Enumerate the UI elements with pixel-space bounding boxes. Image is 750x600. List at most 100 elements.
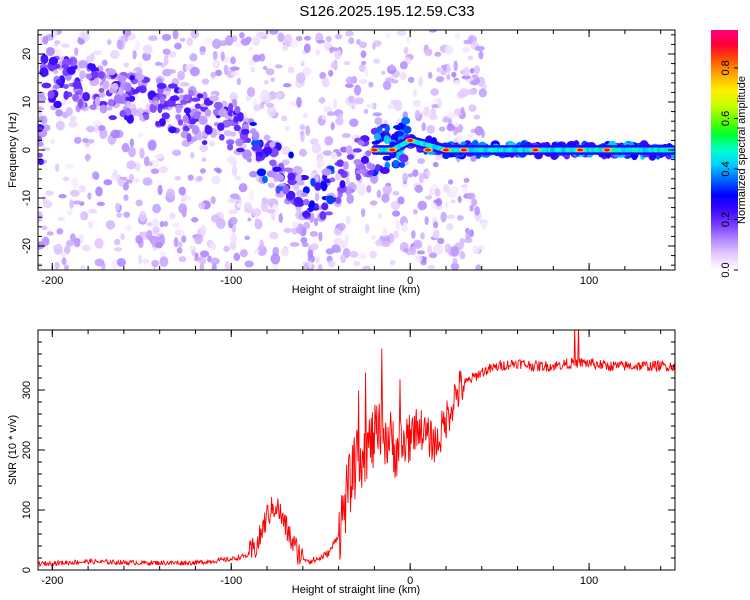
heatmap-cell (478, 50, 484, 60)
heatmap-cell (252, 97, 258, 107)
heatmap-cell (204, 109, 212, 117)
heatmap-cell (278, 213, 283, 224)
heatmap-cell (338, 112, 343, 119)
heatmap-cell (114, 238, 121, 246)
heatmap-cell (68, 120, 78, 128)
heatmap-cell (421, 257, 427, 263)
heatmap-cell (349, 250, 359, 258)
heatmap-cell (457, 195, 462, 203)
heatmap-cell (236, 202, 244, 208)
heatmap-cell (351, 104, 356, 110)
heatmap-cell (47, 90, 55, 99)
heatmap-cell (321, 202, 329, 211)
heatmap-cell (417, 158, 426, 164)
heatmap-cell (115, 202, 120, 211)
heatmap-cell (379, 166, 390, 174)
heatmap-cell (463, 177, 470, 183)
heatmap-cell (220, 51, 225, 62)
heatmap-cell (446, 123, 455, 132)
heatmap-cell (403, 248, 409, 253)
figure-title: S126.2025.195.12.59.C33 (299, 3, 474, 20)
heatmap-cell (134, 39, 140, 51)
heatmap-cell (423, 106, 430, 116)
heatmap-cell (328, 69, 334, 77)
heatmap-cell (194, 234, 204, 245)
heatmap-cell (284, 125, 290, 132)
heatmap-cell (228, 209, 235, 215)
heatmap-cell (414, 109, 421, 119)
heatmap-cell (199, 250, 210, 258)
heatmap-cell (167, 83, 178, 89)
heatmap-cell (418, 172, 424, 184)
heatmap-cell (345, 215, 352, 225)
heatmap-cell (281, 159, 290, 166)
heatmap-cell (440, 69, 447, 76)
heatmap-cell (174, 42, 182, 50)
snr-x-ticks: -200 -100 0 100 (41, 330, 662, 587)
heatmap-cell (80, 211, 89, 221)
heatmap-cell (91, 171, 100, 180)
heatmap-cell (261, 197, 268, 204)
heatmap-cell (177, 70, 186, 81)
heatmap-cell (248, 190, 255, 202)
heatmap-cell (172, 30, 179, 40)
heatmap-cell (211, 263, 217, 270)
heatmap-cell (296, 96, 302, 108)
heatmap-cell (45, 46, 55, 57)
heatmap-cell (396, 30, 407, 36)
heatmap-cell (266, 198, 277, 203)
heatmap-cell (159, 256, 169, 267)
heatmap-cell (212, 50, 218, 61)
heatmap-cell (370, 235, 377, 240)
heatmap-cell (60, 43, 71, 48)
heatmap-cell (300, 60, 305, 67)
heatmap-cell (299, 124, 306, 131)
heatmap-cell (162, 220, 169, 227)
heatmap-cell (65, 107, 73, 117)
heatmap-cell (199, 51, 206, 56)
heatmap-cell (191, 217, 199, 223)
heatmap-cell (113, 169, 118, 178)
heatmap-cell (54, 163, 60, 172)
heatmap-cell (210, 196, 216, 205)
heatmap-cell (156, 82, 167, 90)
heatmap-cell (82, 92, 91, 102)
heatmap-cell (321, 77, 330, 88)
heatmap-cell (252, 54, 261, 63)
heatmap-cell (108, 88, 118, 94)
heatmap-cell (106, 39, 112, 46)
heatmap-y-ticks: -20 -10 0 10 20 (21, 34, 675, 266)
heatmap-cell (199, 262, 205, 270)
heatmap-cell (146, 222, 153, 227)
heatmap-cell (103, 179, 113, 186)
heatmap-hot-spot-core (460, 148, 467, 152)
heatmap-cell (63, 90, 70, 100)
heatmap-cell (369, 250, 377, 259)
heatmap-cell (74, 47, 79, 56)
heatmap-cell (256, 168, 267, 177)
heatmap-cell (327, 260, 336, 268)
heatmap-cell (251, 145, 262, 152)
heatmap-cell (269, 159, 277, 167)
heatmap-cell (116, 212, 123, 218)
heatmap-cell (428, 187, 433, 198)
heatmap-cell (467, 133, 475, 138)
heatmap-cell (458, 239, 465, 250)
heatmap-cell (383, 135, 390, 144)
y-tick-label: 0 (21, 567, 33, 573)
heatmap-cell (341, 133, 352, 139)
heatmap-cell (334, 33, 343, 40)
heatmap-cell (52, 244, 62, 249)
heatmap-cell (40, 115, 48, 125)
heatmap-cell (139, 147, 145, 159)
heatmap-cell (123, 211, 130, 218)
heatmap-x-ticks: -200 -100 0 100 (41, 30, 662, 287)
heatmap-cell (201, 157, 207, 162)
heatmap-cell (272, 166, 282, 172)
heatmap-cell (189, 66, 200, 77)
heatmap-cell (376, 126, 383, 133)
heatmap-cell (475, 264, 482, 270)
heatmap-cell (385, 32, 392, 39)
heatmap-cell (56, 78, 62, 85)
